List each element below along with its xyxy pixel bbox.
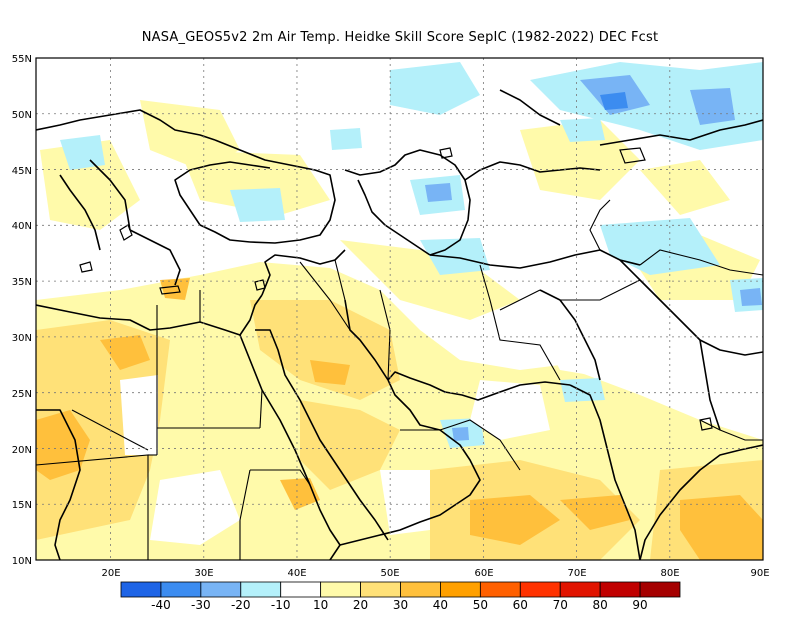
colorbar-label: 60 <box>513 598 528 612</box>
colorbar-swatch <box>479 581 521 598</box>
lat-label: 35N <box>12 277 32 288</box>
colorbar-label: -20 <box>231 598 251 612</box>
colorbar-swatch <box>360 581 401 598</box>
colorbar-swatch <box>160 581 202 598</box>
lat-label: 30N <box>12 333 32 344</box>
colorbar-swatch <box>639 581 681 598</box>
lon-label: 80E <box>660 568 679 579</box>
colorbar-label: 40 <box>433 598 448 612</box>
colorbar-label: -10 <box>271 598 291 612</box>
lat-label: 20N <box>12 445 32 456</box>
colorbar-swatch <box>280 581 322 598</box>
colorbar-label: 90 <box>632 598 647 612</box>
lon-label: 30E <box>194 568 213 579</box>
islands <box>79 147 713 431</box>
colorbar-swatch <box>120 581 162 598</box>
colorbar-swatch <box>519 581 561 598</box>
colorbar-swatch <box>400 581 441 598</box>
colorbar-swatch <box>240 581 282 598</box>
lon-label: 20E <box>101 568 120 579</box>
colorbar-swatch <box>440 581 481 598</box>
colorbar-swatch <box>599 581 641 598</box>
colorbar-label: 50 <box>473 598 488 612</box>
colorbar-label: 80 <box>593 598 608 612</box>
borders <box>36 199 763 560</box>
map-frame <box>35 57 764 561</box>
colorbar-label: -40 <box>151 598 171 612</box>
lon-label: 70E <box>567 568 586 579</box>
colorbar: -40 -30 -20 -10 10 20 30 40 50 60 70 80 90 <box>120 581 681 612</box>
lat-label: 45N <box>12 166 32 177</box>
colorbar-swatch <box>200 581 242 598</box>
colorbar-swatch <box>559 581 601 598</box>
lat-label: 50N <box>12 110 32 121</box>
colorbar-swatch <box>320 581 361 598</box>
lat-label: 55N <box>12 54 32 65</box>
colorbar-label: 10 <box>313 598 328 612</box>
colorbar-label: 30 <box>393 598 408 612</box>
lat-label: 15N <box>12 500 32 511</box>
lat-tick-labels: 55N 50N 45N 40N 35N 30N 25N 20N 15N 10N <box>12 54 32 567</box>
lon-label: 40E <box>287 568 306 579</box>
colorbar-label: 20 <box>353 598 368 612</box>
lon-label: 90E <box>750 568 769 579</box>
lat-label: 25N <box>12 389 32 400</box>
graticule <box>36 58 763 560</box>
lat-label: 40N <box>12 221 32 232</box>
lat-label: 10N <box>12 556 32 567</box>
lon-label: 60E <box>474 568 493 579</box>
colorbar-label: 70 <box>553 598 568 612</box>
map-title: NASA_GEOS5v2 2m Air Temp. Heidke Skill S… <box>141 30 659 45</box>
coastlines <box>36 89 763 560</box>
lon-label: 50E <box>380 568 399 579</box>
lon-tick-labels: 20E 30E 40E 50E 60E 70E 80E 90E <box>101 568 769 579</box>
colorbar-label: -30 <box>191 598 211 612</box>
